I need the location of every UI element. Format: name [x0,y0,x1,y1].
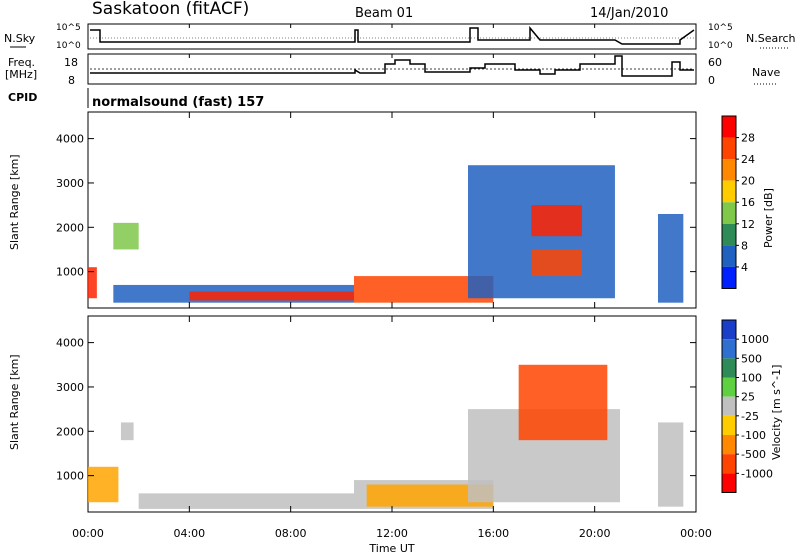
data-region [88,267,97,299]
y-tick-label: 3000 [56,177,84,190]
cpid-value: normalsound (fast) 157 [92,95,264,110]
station-title: Saskatoon (fitACF) [92,0,249,19]
colorbar-tick-label: -25 [741,410,759,423]
power-panel: 4000 3000 2000 1000 Slant Range [km] [8,111,697,309]
x-tick-label: 08:00 [275,527,307,540]
velocity-regions [88,364,684,509]
colorbar-swatch [722,320,736,340]
colorbar-swatch [722,223,736,246]
data-region [518,364,608,441]
nave-tick-low: 0 [708,74,715,87]
y-tick-label: 1000 [56,266,84,279]
nsky-line [90,25,695,45]
colorbar-tick-label: 16 [741,196,755,209]
date-label: 14/Jan/2010 [590,6,668,21]
velocity-colorbar-label: Velocity [m s^-1] [770,365,783,460]
colorbar-swatch [722,473,736,493]
colorbar-tick-label: 4 [741,261,748,274]
data-region [658,422,684,507]
freq-tick-low: 8 [68,74,75,87]
colorbar-swatch [722,339,736,359]
velocity-yticks: 4000 3000 2000 1000 [56,337,696,483]
colorbar-swatch [722,415,736,435]
cpid-label: CPID [8,91,37,104]
colorbar-tick-label: -1000 [741,467,773,480]
data-region [113,222,139,250]
power-ylabel: Slant Range [km] [8,154,21,250]
nsearch-tick-high: 10^5 [708,23,733,33]
x-tick-label: 00:00 [680,527,712,540]
colorbar-swatch [722,245,736,267]
power-colorbar-label: Power [dB] [762,188,775,248]
nave-label: Nave [752,66,780,79]
colorbar-swatch [722,137,736,160]
nsky-label: N.Sky [4,32,36,45]
data-region [189,291,354,301]
beam-label: Beam 01 [355,6,413,21]
data-region [531,205,582,237]
colorbar-swatch [722,116,736,138]
colorbar-swatch [722,159,736,181]
x-tick-label: 20:00 [579,527,611,540]
colorbar-tick-label: 25 [741,391,755,404]
colorbar-tick-label: 1000 [741,333,769,346]
colorbar-tick-label: 8 [741,239,748,252]
nsearch-tick-low: 10^0 [708,41,733,51]
data-region [366,484,494,507]
freq-line [90,55,694,77]
nave-tick-high: 60 [708,56,722,69]
colorbar-swatch [722,358,736,378]
velocity-colorbar: 1000 500 100 25 -25 -100 -500 -1000 [721,319,773,493]
y-tick-label: 4000 [56,337,84,350]
colorbar-swatch [722,396,736,416]
colorbar-tick-label: 20 [741,175,755,188]
data-region [138,493,354,509]
velocity-panel: 4000 3000 2000 1000 Slant Range [km] [8,315,697,513]
colorbar-swatch [722,454,736,474]
colorbar-tick-label: -500 [741,448,766,461]
colorbar-swatch [722,202,736,224]
x-axis-ticks: 00:00 04:00 08:00 12:00 16:00 20:00 00:00 [72,24,712,540]
colorbar-tick-label: 24 [741,153,755,166]
y-tick-label: 3000 [56,381,84,394]
data-region [658,213,684,303]
x-tick-label: 00:00 [72,527,104,540]
nsearch-label: N.Search [746,32,796,45]
y-tick-label: 1000 [56,470,84,483]
y-tick-label: 2000 [56,221,84,234]
power-colorbar: 28 24 20 16 12 8 4 [721,115,755,289]
y-tick-label: 2000 [56,425,84,438]
y-tick-label: 4000 [56,133,84,146]
power-yticks: 4000 3000 2000 1000 [56,133,696,279]
x-axis-label: Time UT [368,542,414,554]
x-tick-label: 04:00 [173,527,205,540]
velocity-ylabel: Slant Range [km] [8,354,21,450]
colorbar-tick-label: 500 [741,352,762,365]
colorbar-swatch [722,377,736,397]
x-tick-label: 12:00 [376,527,408,540]
colorbar-tick-label: -100 [741,429,766,442]
data-region [120,422,134,441]
colorbar-frame [721,319,737,493]
colorbar-swatch [722,180,736,203]
nsky-tick-low: 10^0 [56,41,81,51]
colorbar-swatch [722,266,736,289]
colorbar-swatch [722,434,736,455]
colorbar-tick-label: 100 [741,371,762,384]
colorbar-tick-label: 12 [741,218,755,231]
data-region [88,466,119,503]
power-regions [88,165,684,303]
data-region [531,249,582,277]
freq-label: Freq. [8,56,35,69]
colorbar-tick-label: 28 [741,132,755,145]
freq-unit-label: [MHz] [5,68,37,81]
freq-tick-high: 18 [64,56,78,69]
x-tick-label: 16:00 [477,527,509,540]
nsky-tick-high: 10^5 [56,23,81,33]
